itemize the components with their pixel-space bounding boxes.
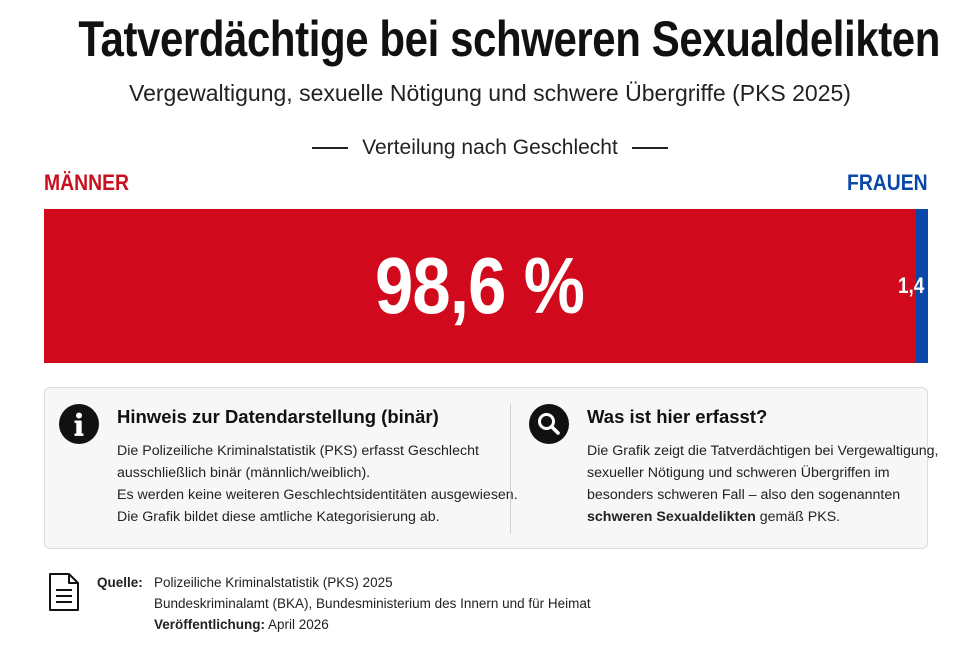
info-scope-line: besonders schweren Fall – also den sogen… [587, 487, 901, 503]
info-scope-text: Die Grafik zeigt die Tatverdächtigen bei… [587, 440, 938, 528]
info-scope-heading: Was ist hier erfasst? [587, 406, 768, 427]
search-icon [529, 404, 569, 444]
heading-rule-left [312, 147, 349, 149]
publication-date: Veröffentlichung: April 2026 [154, 614, 329, 635]
info-binary-line: Es werden keine weiteren Geschlechtsiden… [117, 487, 518, 503]
page-title: Tatverdächtige bei schweren Sexualdelikt… [78, 11, 940, 67]
info-scope-line: sexueller Nötigung und schweren Übergrif… [587, 465, 890, 481]
source-label: Quelle: [97, 575, 143, 590]
female-value-label: 1,4 % [897, 273, 946, 298]
info-binary-line: ausschließlich binär (männlich/weiblich)… [117, 465, 371, 481]
section-heading-text: Verteilung nach Geschlecht [362, 136, 618, 159]
info-panel: Hinweis zur Datendarstellung (binär) Die… [44, 387, 938, 549]
info-binary-line: Die Grafik bildet diese amtliche Kategor… [117, 509, 440, 525]
publication-value: April 2026 [265, 617, 329, 632]
info-scope-bold-term: schweren Sexualdelikten [587, 509, 756, 525]
info-binary-text: Die Polizeiliche Kriminalstatistik (PKS)… [117, 440, 518, 528]
page-subtitle: Vergewaltigung, sexuelle Nötigung und sc… [129, 80, 851, 106]
info-scope-line-rest: gemäß PKS. [755, 509, 841, 525]
male-category-label: MÄNNER [44, 170, 129, 195]
info-scope-line: schweren Sexualdelikten gemäß PKS. [587, 506, 938, 528]
source-line-2: Bundeskriminalamt (BKA), Bundesministeri… [154, 596, 591, 611]
info-scope-line: Die Grafik zeigt die Tatverdächtigen bei… [587, 443, 939, 459]
info-binary-heading: Hinweis zur Datendarstellung (binär) [117, 406, 439, 427]
panel-divider [510, 404, 511, 534]
female-category-label: FRAUEN [847, 170, 928, 195]
source-line-1: Polizeiliche Kriminalstatistik (PKS) 202… [154, 575, 393, 590]
publication-label: Veröffentlichung: [154, 617, 265, 632]
source-block: Quelle: Polizeiliche Kriminalstatistik (… [97, 572, 591, 635]
heading-rule-right [631, 147, 668, 149]
section-heading: Verteilung nach Geschlecht [0, 136, 980, 160]
female-bar-segment: 1,4 % [898, 209, 946, 363]
info-binary-line: Die Polizeiliche Kriminalstatistik (PKS)… [117, 443, 479, 459]
male-value-label: 98,6 % [375, 241, 585, 330]
male-bar-segment: 98,6 % [44, 209, 916, 363]
stacked-bar: 98,6 % 1,4 % [44, 209, 946, 363]
info-icon [59, 404, 99, 444]
document-icon [48, 572, 80, 617]
